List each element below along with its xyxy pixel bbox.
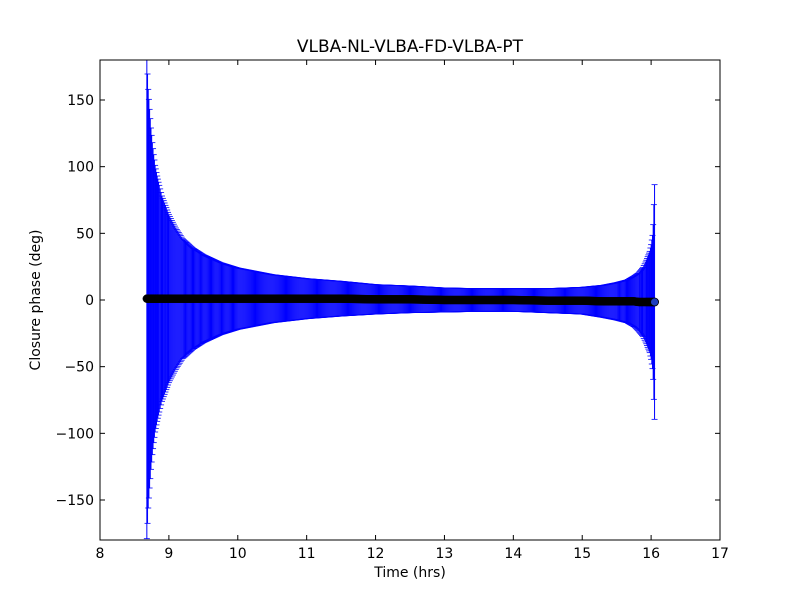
x-tick-label: 10 bbox=[229, 546, 247, 562]
marker-layer bbox=[142, 294, 659, 307]
x-tick-label: 12 bbox=[367, 546, 385, 562]
y-tick-label: 150 bbox=[67, 93, 94, 109]
plot-frame bbox=[99, 59, 721, 541]
y-tick-label: −150 bbox=[56, 493, 94, 509]
x-tick-label: 11 bbox=[298, 546, 316, 562]
y-tick-label: 50 bbox=[76, 226, 94, 242]
data-point-last bbox=[650, 297, 659, 307]
y-tick-label: −100 bbox=[56, 426, 94, 442]
y-tick-label: −50 bbox=[64, 360, 94, 376]
x-tick-label: 14 bbox=[504, 546, 522, 562]
x-axis-label: Time (hrs) bbox=[373, 565, 446, 581]
x-tick-label: 15 bbox=[573, 546, 591, 562]
x-tick-label: 13 bbox=[436, 546, 454, 562]
tick-layer: 8 9 10 11 12 13 14 15 16 17 −150 −100 −50 0 50 100 150 bbox=[56, 60, 729, 562]
x-tick-label: 9 bbox=[164, 546, 173, 562]
x-tick-label: 8 bbox=[96, 546, 105, 562]
y-tick-label: 0 bbox=[85, 293, 94, 309]
x-tick-label: 17 bbox=[711, 546, 729, 562]
x-tick-label: 16 bbox=[642, 546, 660, 562]
chart-title: VLBA-NL-VLBA-FD-VLBA-PT bbox=[297, 37, 524, 57]
y-tick-label: 100 bbox=[67, 160, 94, 176]
y-axis-label: Closure phase (deg) bbox=[28, 230, 44, 371]
